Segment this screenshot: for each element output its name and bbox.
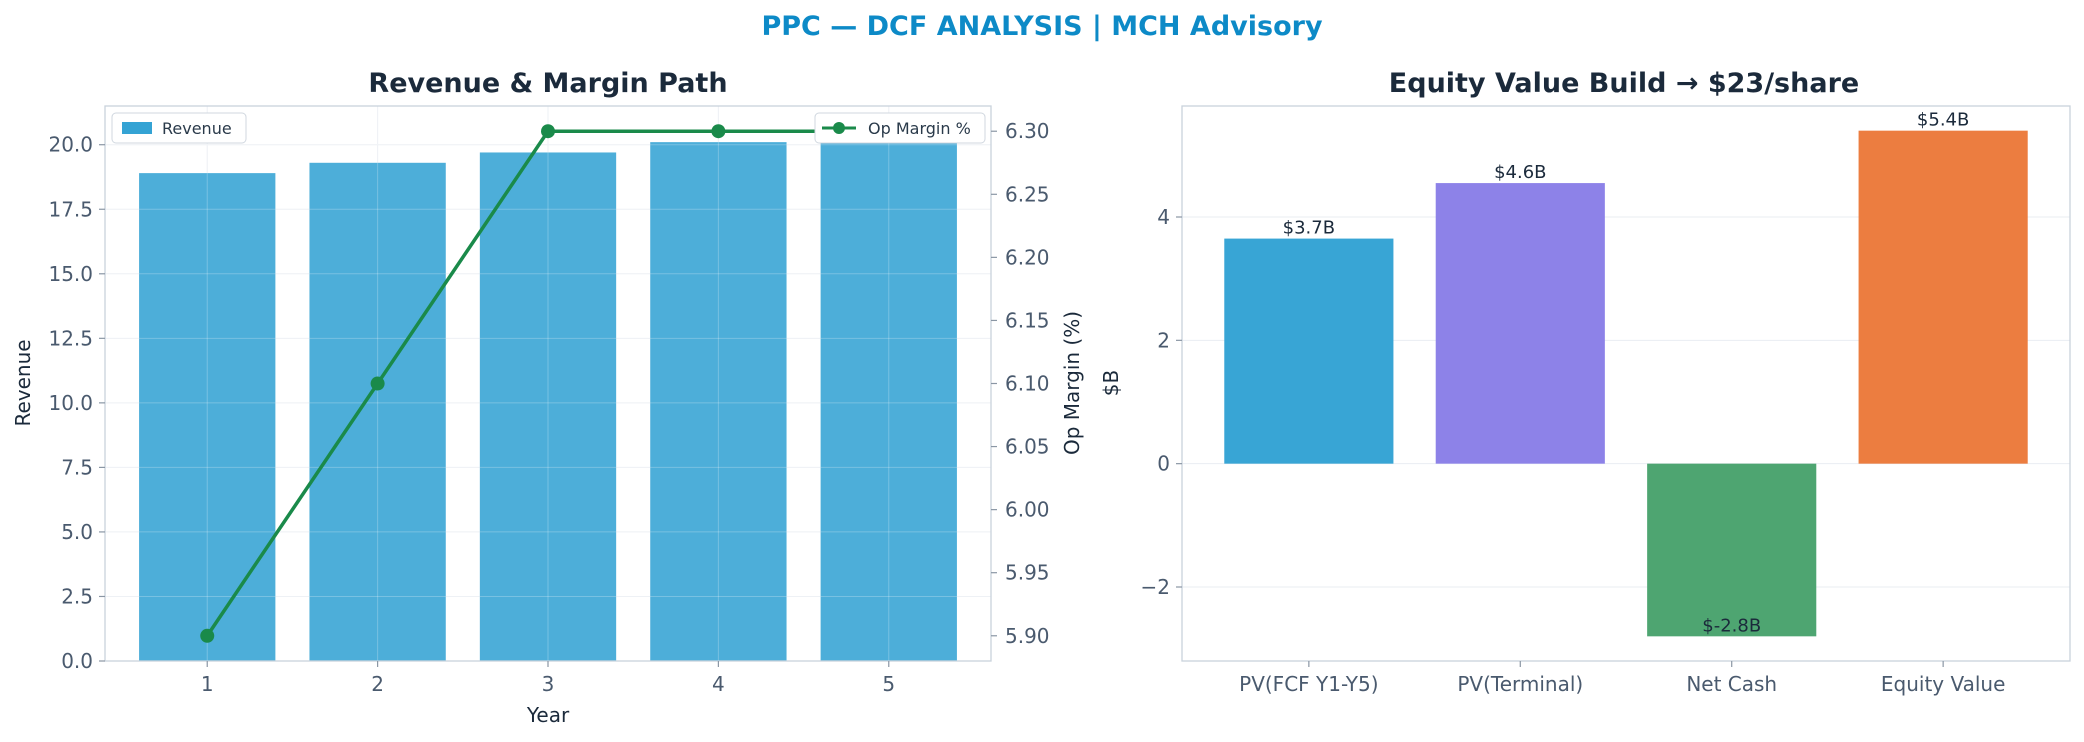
right-x-ticks: PV(FCF Y1-Y5) PV(Terminal) Net Cash Equity … bbox=[1239, 661, 2005, 696]
right-plot-frame bbox=[1181, 105, 2071, 662]
left-x-tick-label: 1 bbox=[201, 672, 214, 696]
right-x-tick-label: Net Cash bbox=[1686, 672, 1777, 696]
right-y-axis-label: $B bbox=[1099, 370, 1123, 396]
op-margin-legend-box bbox=[814, 112, 986, 144]
revenue-bars bbox=[105, 106, 991, 662]
revenue-legend-swatch bbox=[122, 122, 152, 134]
op-margin-legend: Op Margin % bbox=[814, 112, 986, 144]
left-y2-axis-label: Op Margin (%) bbox=[1060, 311, 1084, 455]
right-y-tick-label: 2 bbox=[1157, 328, 1170, 352]
equity-bar bbox=[1435, 183, 1605, 464]
left-y-tick-label: 17.5 bbox=[48, 197, 93, 221]
left-y-tick-label: 15.0 bbox=[48, 262, 93, 286]
left-y-ticks: 0.0 2.5 5.0 7.5 10.0 12.5 15.0 17.5 20.0 bbox=[48, 133, 105, 673]
equity-bar bbox=[1858, 130, 2028, 464]
left-y2-tick-label: 5.90 bbox=[1005, 624, 1050, 648]
revenue-legend: Revenue bbox=[111, 112, 247, 144]
right-x-tick-label: PV(FCF Y1-Y5) bbox=[1239, 672, 1378, 696]
left-y-tick-label: 2.5 bbox=[61, 584, 93, 608]
equity-value-chart: Equity Value Build → $23/share −2 0 2 4 PV(… bbox=[1099, 68, 2071, 696]
equity-bar bbox=[1224, 238, 1394, 464]
revenue-bar bbox=[479, 152, 617, 661]
op-margin-legend-label: Op Margin % bbox=[868, 119, 971, 138]
left-x-tick-label: 3 bbox=[542, 672, 555, 696]
figure-title: PPC — DCF ANALYSIS | MCH Advisory bbox=[761, 11, 1322, 42]
right-y-tick-label: 4 bbox=[1157, 205, 1170, 229]
right-chart-title: Equity Value Build → $23/share bbox=[1389, 68, 1859, 99]
right-x-tick-label: Equity Value bbox=[1881, 672, 2006, 696]
left-y-tick-label: 7.5 bbox=[61, 455, 93, 479]
left-x-ticks: 1 2 3 4 5 bbox=[201, 661, 895, 696]
left-y2-tick-label: 6.15 bbox=[1005, 308, 1050, 332]
op-margin-point bbox=[200, 628, 215, 643]
left-y2-tick-label: 6.10 bbox=[1005, 372, 1050, 396]
left-y2-ticks: 5.90 5.95 6.00 6.05 6.10 6.15 6.20 6.25 6.30 bbox=[991, 119, 1050, 648]
left-y2-tick-label: 6.20 bbox=[1005, 245, 1050, 269]
left-y-tick-label: 12.5 bbox=[48, 326, 93, 350]
left-x-tick-label: 5 bbox=[882, 672, 895, 696]
left-y2-tick-label: 5.95 bbox=[1005, 561, 1050, 585]
op-margin-point bbox=[541, 124, 555, 139]
equity-bars bbox=[1224, 130, 2028, 637]
left-y2-tick-label: 6.25 bbox=[1005, 182, 1050, 206]
revenue-legend-box bbox=[111, 112, 247, 144]
right-y-ticks: −2 0 2 4 bbox=[1141, 205, 1182, 599]
equity-bar-label: $5.4B bbox=[1917, 110, 1969, 131]
left-x-tick-label: 2 bbox=[371, 672, 384, 696]
op-margin-point bbox=[370, 376, 385, 391]
revenue-bar bbox=[650, 142, 787, 662]
equity-bar bbox=[1647, 463, 1817, 637]
revenue-legend-label: Revenue bbox=[162, 119, 232, 138]
left-y-tick-label: 5.0 bbox=[61, 520, 93, 544]
left-y2-tick-label: 6.00 bbox=[1005, 498, 1050, 522]
equity-bar-label: $4.6B bbox=[1494, 162, 1546, 183]
left-y2-tick-label: 6.30 bbox=[1005, 119, 1050, 143]
equity-bar-labels: $3.7B $4.6B $-2.8B $5.4B bbox=[1283, 110, 1970, 637]
equity-bar-label: $-2.8B bbox=[1702, 615, 1761, 636]
left-x-tick-label: 4 bbox=[712, 672, 725, 696]
revenue-bar bbox=[139, 173, 276, 661]
left-y-tick-label: 20.0 bbox=[48, 133, 93, 157]
op-margin-legend-marker bbox=[833, 122, 845, 134]
left-x-axis-label: Year bbox=[526, 703, 570, 727]
right-y-tick-label: 0 bbox=[1157, 452, 1170, 476]
op-margin-line bbox=[200, 124, 896, 643]
revenue-margin-chart: Revenue & Margin Path 0.02.55.07.510.012… bbox=[11, 68, 1084, 727]
left-y2-tick-label: 6.05 bbox=[1005, 435, 1050, 459]
revenue-bar bbox=[820, 131, 957, 661]
left-y-tick-label: 0.0 bbox=[61, 649, 93, 673]
op-margin-point bbox=[711, 124, 726, 139]
revenue-bar bbox=[309, 162, 446, 661]
left-chart-title: Revenue & Margin Path bbox=[368, 68, 727, 99]
right-x-tick-label: PV(Terminal) bbox=[1457, 672, 1583, 696]
right-y-tick-label: −2 bbox=[1141, 575, 1170, 599]
equity-bar-label: $3.7B bbox=[1283, 218, 1335, 239]
left-y-tick-label: 10.0 bbox=[48, 391, 93, 415]
left-y-axis-label: Revenue bbox=[11, 339, 35, 426]
